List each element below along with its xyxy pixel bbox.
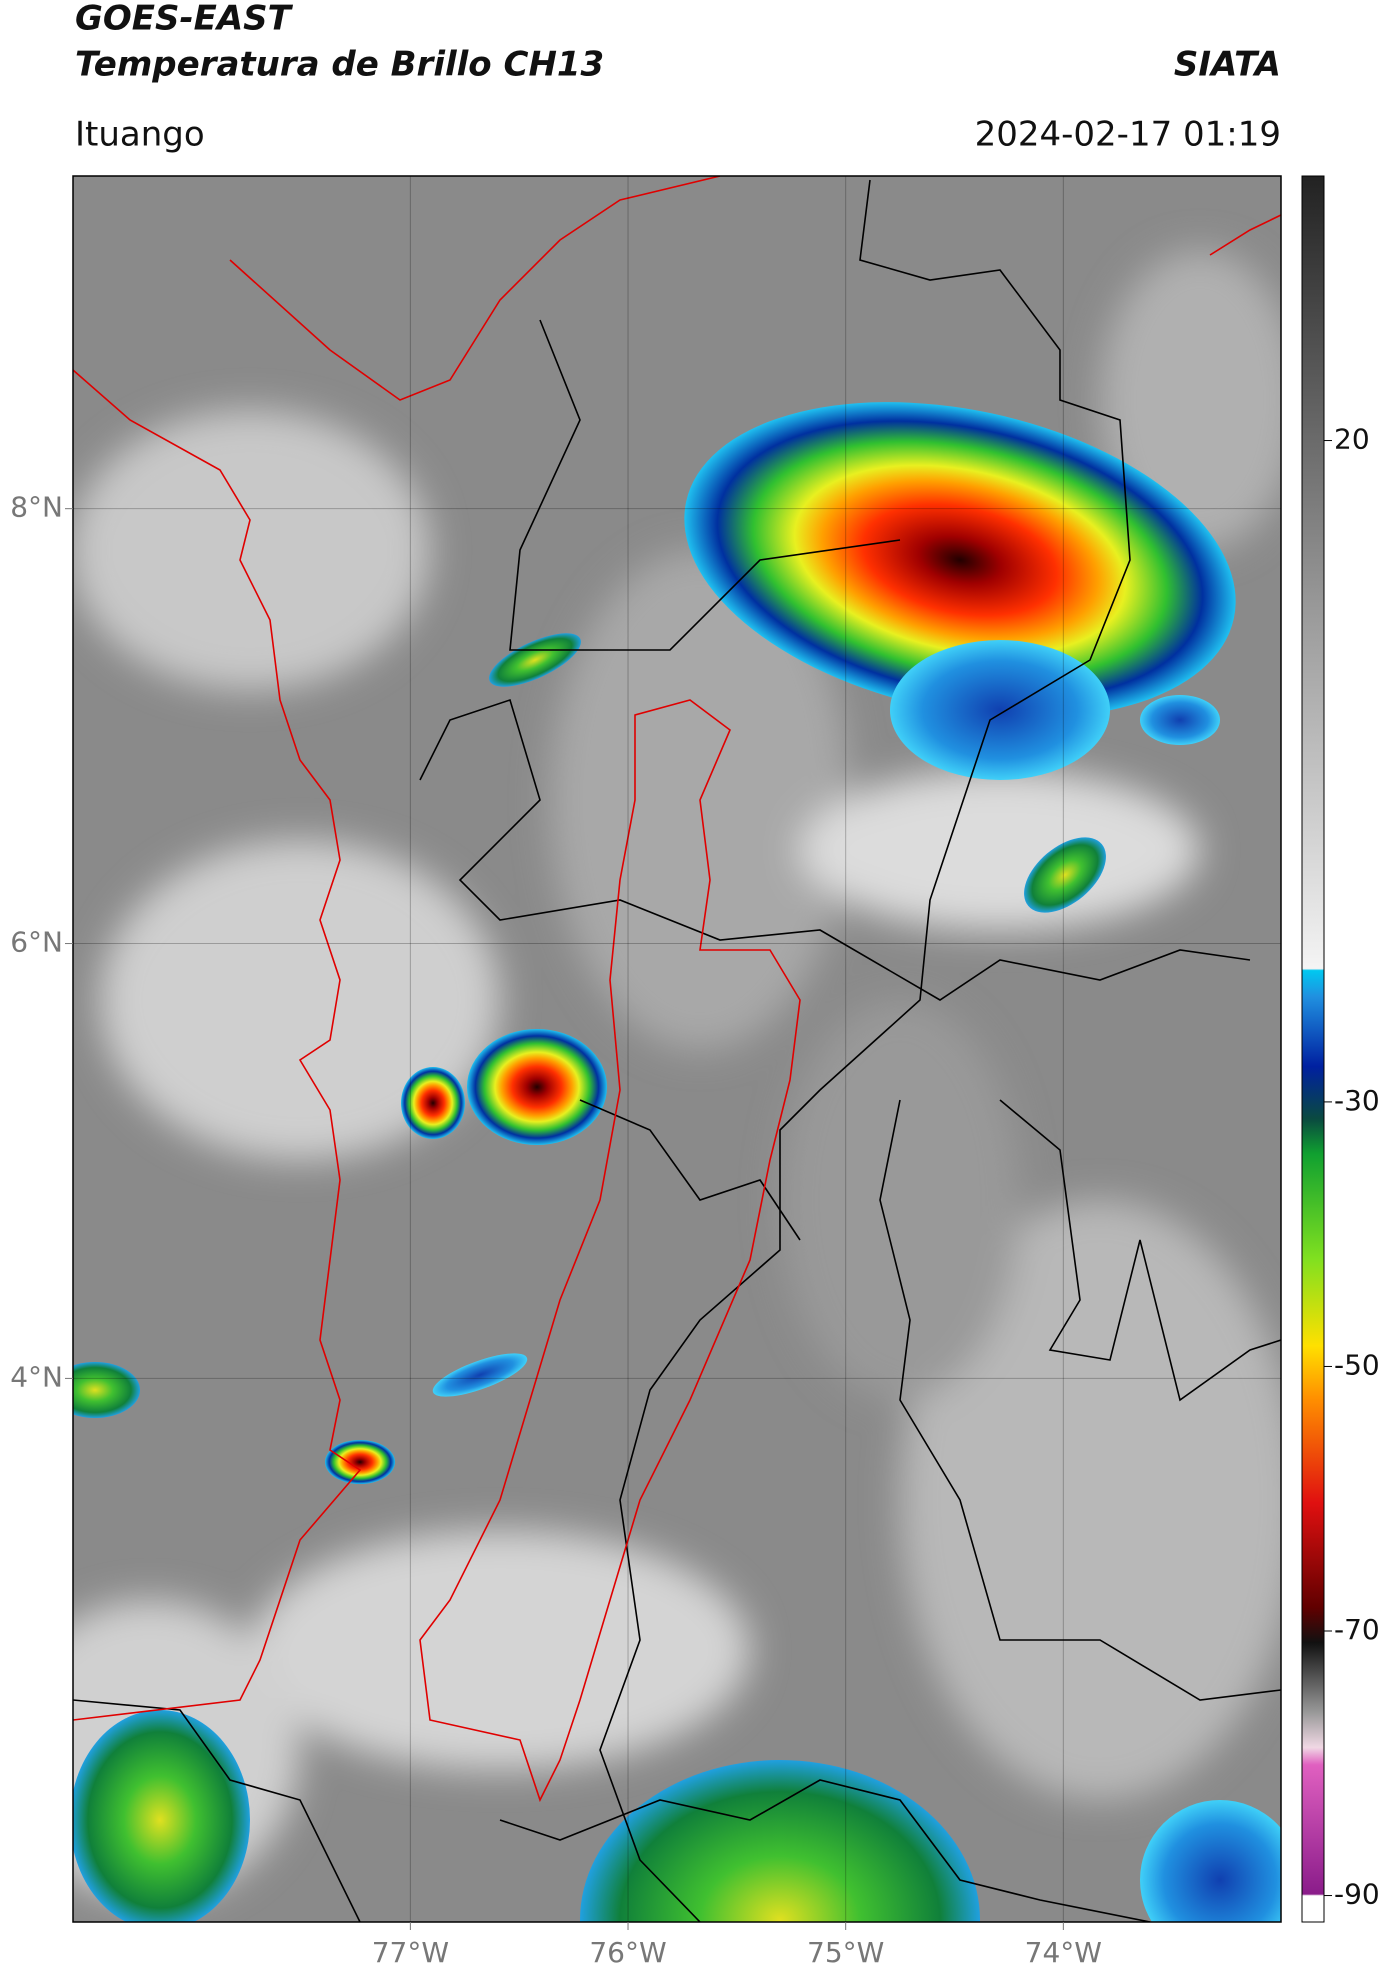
x-tick-label: 77°W	[372, 1936, 449, 1969]
x-tick-label: 76°W	[589, 1936, 666, 1969]
colorbar	[1301, 175, 1325, 1923]
colorbar-tick-label: 20	[1334, 423, 1370, 456]
x-tick-label: 75°W	[807, 1936, 884, 1969]
timestamp: 2024-02-17 01:19	[975, 115, 1281, 155]
y-tick-label: 6°N	[10, 926, 63, 959]
map-frame	[72, 175, 1282, 1923]
x-tick-label: 74°W	[1025, 1936, 1102, 1969]
source: SIATA	[1174, 45, 1281, 85]
location: Ituango	[75, 115, 205, 155]
colorbar-tick-label: -50	[1334, 1348, 1380, 1381]
y-tick-label: 4°N	[10, 1360, 63, 1393]
map-image	[73, 176, 1281, 1922]
colorbar-tick-label: -70	[1334, 1613, 1380, 1646]
title: GOES-EAST	[75, 0, 294, 39]
colorbar-tick-label: -30	[1334, 1084, 1380, 1117]
subtitle: Temperatura de Brillo CH13	[75, 45, 604, 85]
colorbar-tick-label: -90	[1334, 1878, 1380, 1911]
y-tick-label: 8°N	[10, 491, 63, 524]
